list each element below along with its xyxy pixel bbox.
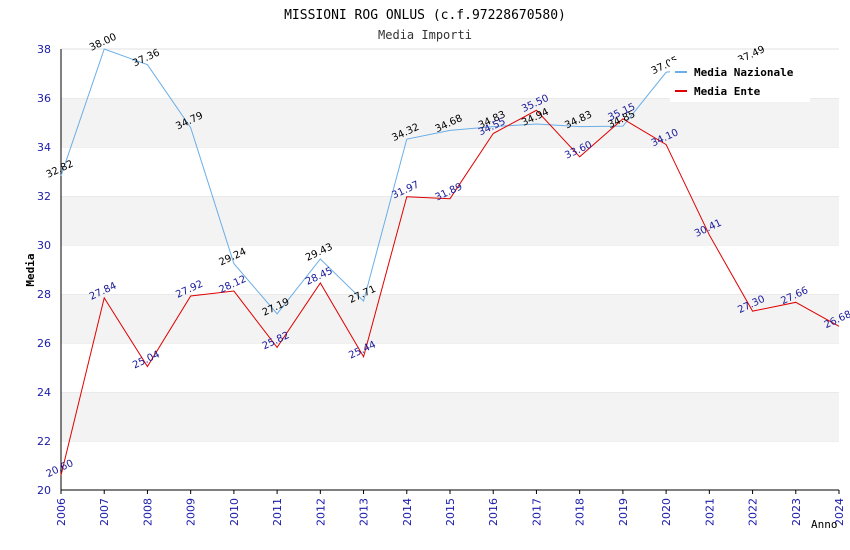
y-tick-label: 30 <box>37 239 51 252</box>
x-tick-label: 2016 <box>487 498 500 526</box>
x-tick-label: 2007 <box>98 498 111 526</box>
y-tick-label: 24 <box>37 386 51 399</box>
x-tick-label: 2012 <box>314 498 327 526</box>
legend-entry: Media Nazionale <box>694 66 794 79</box>
grid-band <box>61 98 839 147</box>
x-tick-label: 2015 <box>444 498 457 526</box>
y-tick-label: 28 <box>37 288 51 301</box>
x-tick-label: 2022 <box>747 498 760 526</box>
grid-band <box>61 294 839 343</box>
x-tick-label: 2010 <box>228 498 241 526</box>
y-tick-label: 22 <box>37 435 51 448</box>
x-tick-label: 2020 <box>660 498 673 526</box>
legend: Media Nazionale Media Ente <box>670 60 810 102</box>
chart-subtitle: Media Importi <box>378 28 472 42</box>
y-axis-ticks: 20 22 24 26 28 30 32 34 36 38 <box>37 43 51 497</box>
grid-band <box>61 343 839 392</box>
grid-band <box>61 245 839 294</box>
chart-title: MISSIONI ROG ONLUS (c.f.97228670580) <box>284 8 566 23</box>
x-tick-label: 2011 <box>271 498 284 526</box>
x-tick-label: 2021 <box>703 498 716 526</box>
grid-band <box>61 392 839 441</box>
x-tick-label: 2014 <box>401 498 414 526</box>
y-tick-label: 20 <box>37 484 51 497</box>
series-lines <box>60 48 840 476</box>
x-tick-label: 2019 <box>617 498 630 526</box>
y-tick-label: 38 <box>37 43 51 56</box>
x-tick-label: 2018 <box>574 498 587 526</box>
y-tick-label: 32 <box>37 190 51 203</box>
series-line-media-nazionale <box>60 48 753 315</box>
y-axis-label: Media <box>24 253 37 286</box>
legend-box <box>670 60 810 102</box>
x-axis-ticks: 2006 2007 2008 2009 2010 2011 2012 2013 2014 2015… <box>55 490 846 526</box>
x-tick-label: 2013 <box>358 498 371 526</box>
x-tick-label: 2017 <box>530 498 543 526</box>
series-line-media-ente <box>60 109 840 476</box>
legend-entry: Media Ente <box>694 85 761 98</box>
x-tick-label: 2009 <box>185 498 198 526</box>
y-tick-label: 26 <box>37 337 51 350</box>
grid-band <box>61 196 839 245</box>
x-tick-label: 2024 <box>833 498 846 526</box>
y-tick-label: 34 <box>37 141 51 154</box>
grid-bands <box>60 48 839 491</box>
grid-band <box>61 441 839 490</box>
x-axis-label: Anno <box>811 518 838 531</box>
y-tick-label: 36 <box>37 92 51 105</box>
x-tick-label: 2006 <box>55 498 68 526</box>
x-tick-label: 2008 <box>141 498 154 526</box>
x-tick-label: 2023 <box>790 498 803 526</box>
grid-band <box>61 147 839 196</box>
